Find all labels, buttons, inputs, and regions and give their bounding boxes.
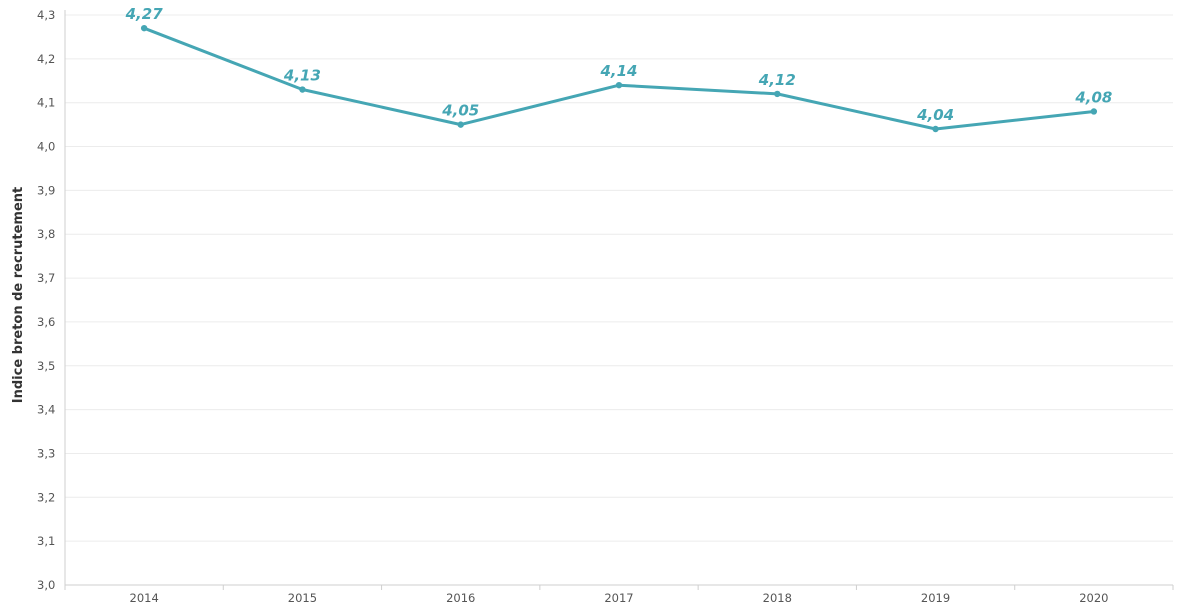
data-point[interactable] [299,86,306,93]
data-label: 4,27 [125,5,164,23]
y-tick-label: 3,2 [37,490,55,504]
y-tick-label: 3,6 [37,315,55,329]
y-tick-label: 3,4 [37,403,55,417]
data-point[interactable] [1090,108,1098,115]
data-label: 4,12 [758,71,796,89]
x-tick-label: 2015 [288,591,317,605]
data-label: 4,14 [599,62,637,80]
axes [64,10,1173,586]
y-tick-label: 3,8 [37,227,55,241]
y-tick-label: 3,9 [37,183,55,197]
y-tick-label: 4,2 [37,52,55,66]
y-tick-label: 4,3 [37,8,55,22]
data-label: 4,08 [1074,88,1112,106]
data-labels: 4,27 4,13 4,05 4,14 4,12 4,04 4,08 [125,5,1113,124]
data-point[interactable] [457,121,464,128]
x-tick-label: 2018 [763,591,792,605]
y-tick-label: 3,7 [37,271,55,285]
data-point[interactable] [140,24,148,32]
data-point[interactable] [932,125,939,133]
y-axis-label: Indice breton de recrutement [11,187,26,403]
x-axis-ticks: 2014 2015 2016 2017 2018 2019 2020 [64,585,1174,605]
y-tick-label: 3,1 [37,534,55,548]
data-label: 4,04 [916,106,954,124]
x-tick-label: 2017 [604,591,633,605]
y-axis-ticks: 3,0 3,1 3,2 3,3 3,4 3,5 3,6 3,7 3,8 3,9 4,0 4,1 4,2 4… [37,8,55,592]
y-tick-label: 4,0 [37,140,55,154]
x-tick-label: 2019 [921,591,950,605]
y-tick-label: 4,1 [37,96,55,110]
data-point[interactable] [615,81,623,89]
y-tick-label: 3,0 [37,578,55,592]
x-tick-label: 2016 [446,591,475,605]
x-tick-label: 2014 [130,591,159,605]
series [140,24,1098,133]
x-tick-label: 2020 [1079,591,1108,605]
data-label: 4,05 [441,102,479,120]
data-label: 4,13 [283,67,321,85]
gridlines [65,14,1173,586]
data-point[interactable] [774,90,781,98]
y-tick-label: 3,3 [37,446,55,460]
y-tick-label: 3,5 [37,359,55,373]
